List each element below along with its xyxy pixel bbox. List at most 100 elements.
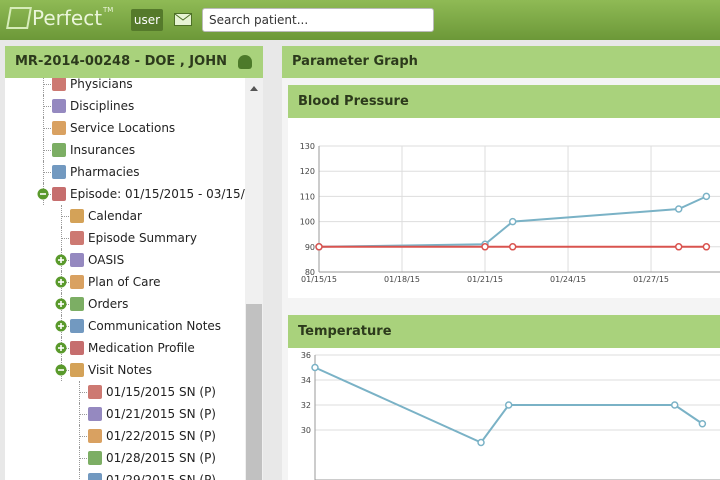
tree-row: Calendar — [5, 205, 245, 227]
tree-label[interactable]: Physicians — [70, 78, 133, 91]
tree-expander[interactable] — [55, 364, 67, 376]
tree-label[interactable]: 01/21/2015 SN (P) — [106, 407, 216, 421]
tree-label[interactable]: OASIS — [88, 253, 125, 267]
data-point — [504, 401, 513, 409]
tree-row: 01/22/2015 SN (P) — [5, 425, 245, 447]
y-tick-label: 120 — [300, 167, 315, 176]
tree-row: Communication Notes — [5, 315, 245, 337]
tree-icon — [52, 78, 66, 91]
mail-icon[interactable] — [174, 13, 192, 26]
tree-icon — [70, 209, 84, 223]
x-tick-label: 01/27/15 — [633, 275, 669, 284]
y-tick-label: 130 — [300, 142, 315, 151]
tree-icon — [70, 231, 84, 245]
tree-label[interactable]: Episode: 01/15/2015 - 03/15/2 — [70, 187, 245, 201]
patient-title: MR-2014-00248 - DOE , JOHN — [5, 46, 263, 78]
tree-expander[interactable] — [37, 188, 49, 200]
tree-row: Disciplines — [5, 95, 245, 117]
tree-line — [43, 150, 51, 151]
data-point — [702, 192, 711, 201]
tree-icon — [88, 429, 102, 443]
tree-label[interactable]: Visit Notes — [88, 363, 153, 377]
tree-label[interactable]: 01/22/2015 SN (P) — [106, 429, 216, 443]
tree-line — [79, 458, 87, 459]
y-tick-label: 110 — [300, 192, 315, 201]
tree-line — [43, 78, 44, 95]
data-point — [315, 243, 323, 251]
tree-row: Physicians — [5, 78, 245, 95]
tree-icon — [70, 341, 84, 355]
patient-icon — [238, 55, 252, 69]
logo-icon — [6, 7, 32, 29]
tree-label[interactable]: 01/28/2015 SN (P) — [106, 451, 216, 465]
chart: 30 32 34 36 — [301, 351, 720, 480]
tree-label[interactable]: Calendar — [88, 209, 142, 223]
y-tick-label: 30 — [301, 426, 311, 435]
data-point — [698, 420, 707, 428]
tree-row: Visit Notes — [5, 359, 245, 381]
search-input[interactable]: Search patient... — [202, 8, 434, 32]
x-tick-label: 01/21/15 — [467, 275, 503, 284]
tree-label[interactable]: Insurances — [70, 143, 136, 157]
tree-label[interactable]: Pharmacies — [70, 165, 140, 179]
tree-label[interactable]: Episode Summary — [88, 231, 197, 245]
y-tick-label: 80 — [305, 268, 315, 277]
tree-icon — [88, 451, 102, 465]
user-button[interactable]: user — [131, 9, 163, 31]
scrollbar[interactable] — [245, 78, 263, 480]
tree-line — [43, 84, 51, 85]
tree-row: Insurances — [5, 139, 245, 161]
tree-icon — [70, 253, 84, 267]
tree-line — [43, 172, 51, 173]
tree-row: 01/15/2015 SN (P) — [5, 381, 245, 403]
chart-title: Temperature — [288, 315, 720, 348]
tree-icon — [52, 165, 66, 179]
tree-expander[interactable] — [55, 254, 67, 266]
tree-line — [79, 392, 87, 393]
tree-icon — [88, 407, 102, 421]
tree-expander[interactable] — [55, 298, 67, 310]
x-tick-label: 01/18/15 — [384, 275, 420, 284]
chart: 80 90 100 110 120 130 01/15/15 01/18/15 01/21/15… — [300, 142, 720, 284]
tree-line — [79, 469, 80, 480]
tree-label[interactable]: Plan of Care — [88, 275, 161, 289]
tree-label[interactable]: Orders — [88, 297, 129, 311]
tree-icon — [52, 187, 66, 201]
data-point — [702, 243, 711, 251]
tree: Physicians Disciplines Service Locations In… — [5, 78, 245, 480]
tree-icon — [52, 143, 66, 157]
trademark: TM — [103, 6, 114, 14]
tree-label[interactable]: Disciplines — [70, 99, 135, 113]
graph-title: Parameter Graph — [282, 46, 720, 78]
data-point — [670, 401, 679, 409]
patient-panel: MR-2014-00248 - DOE , JOHN Physicians Dis… — [5, 46, 263, 480]
tree-expander[interactable] — [55, 276, 67, 288]
tree-label[interactable]: 01/29/2015 SN (P) — [106, 473, 216, 480]
y-tick-label: 34 — [301, 376, 311, 385]
tree-icon — [70, 297, 84, 311]
y-tick-label: 90 — [305, 243, 315, 252]
y-tick-label: 32 — [301, 401, 311, 410]
tree-expander[interactable] — [55, 342, 67, 354]
tree-row: Medication Profile — [5, 337, 245, 359]
data-point — [508, 243, 517, 251]
tree-line — [43, 106, 51, 107]
tree-row: Orders — [5, 293, 245, 315]
tree-label[interactable]: Communication Notes — [88, 319, 222, 333]
tree-label[interactable]: 01/15/2015 SN (P) — [106, 385, 216, 399]
chart-title: Blood Pressure — [288, 85, 720, 118]
data-point — [481, 243, 489, 251]
tree-expander[interactable] — [55, 320, 67, 332]
chart-panel: Blood Pressure 80 90 100 110 120 130 01/15/15 01… — [288, 85, 720, 298]
tree-label[interactable]: Service Locations — [70, 121, 176, 135]
chart-panel: Temperature 30 32 34 36 — [288, 315, 720, 480]
logo: Perfect — [32, 6, 103, 30]
x-tick-label: 01/15/15 — [301, 275, 337, 284]
tree-line — [61, 216, 69, 217]
tree-row: 01/28/2015 SN (P) — [5, 447, 245, 469]
data-point — [674, 205, 683, 213]
tree-icon — [52, 99, 66, 113]
tree-label[interactable]: Medication Profile — [88, 341, 195, 355]
tree-line — [61, 238, 69, 239]
